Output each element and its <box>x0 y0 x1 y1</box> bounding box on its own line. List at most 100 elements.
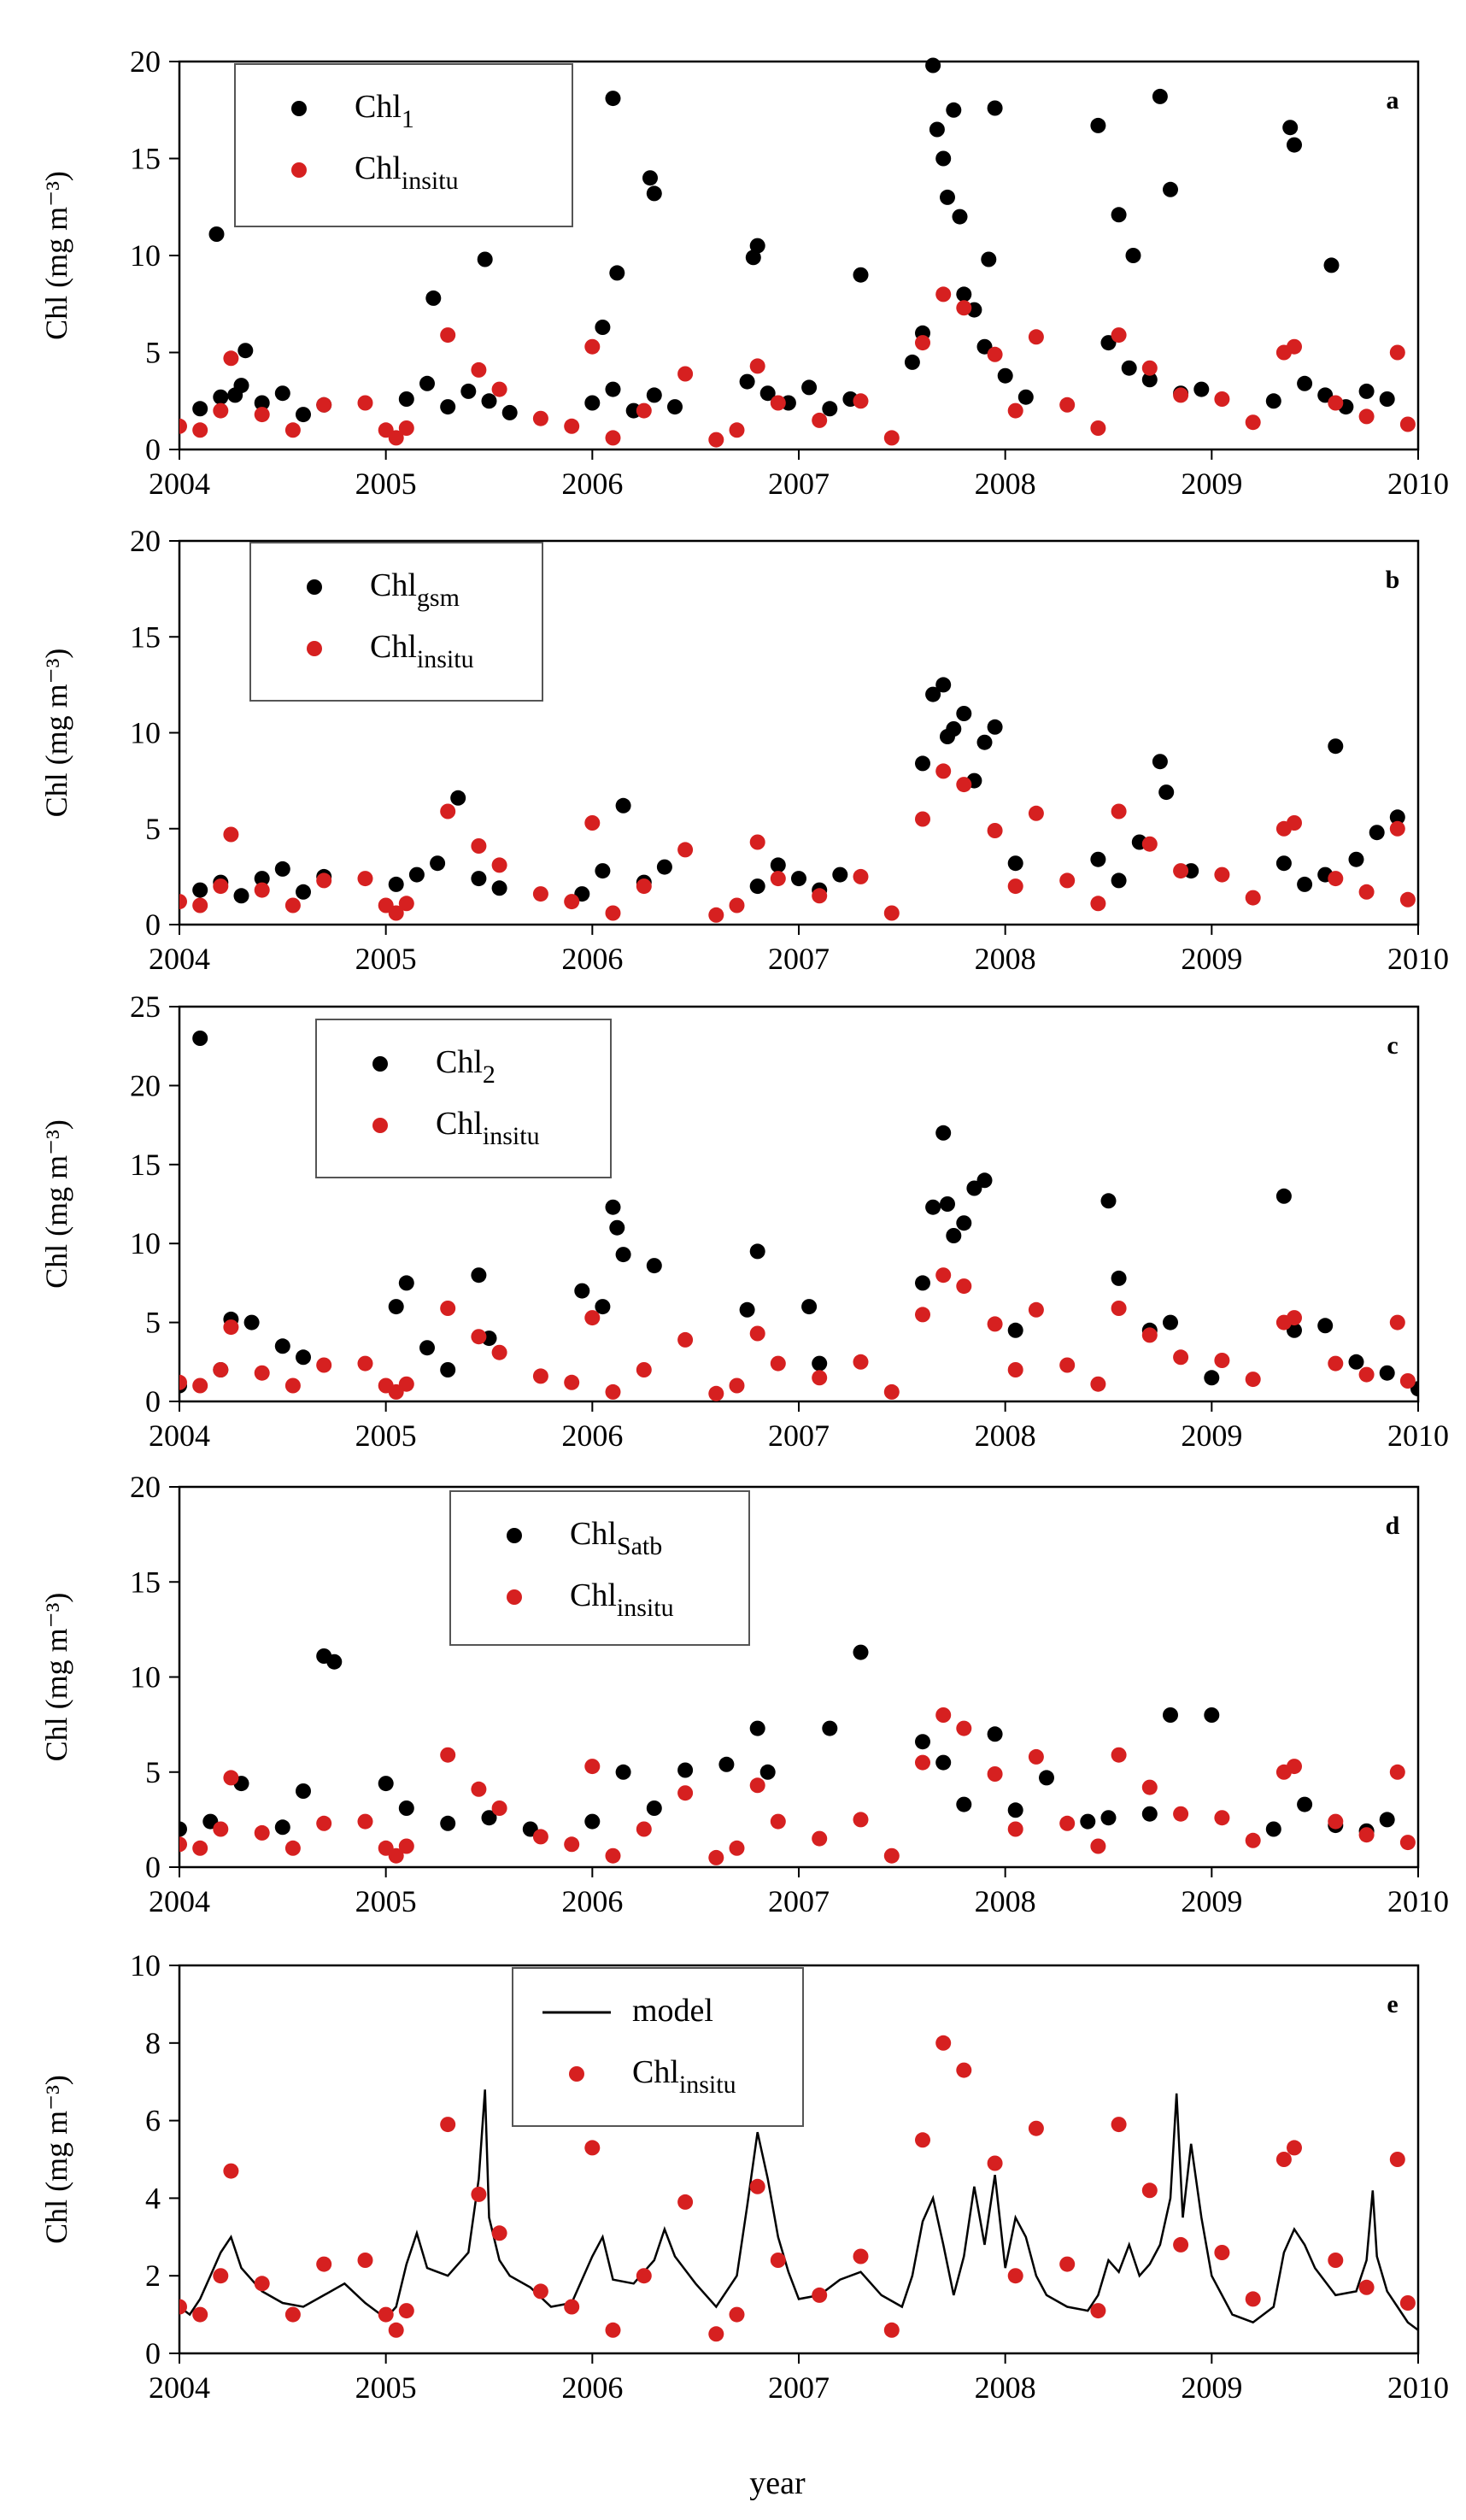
data-point-chl-insitu <box>1141 360 1158 376</box>
data-point-chl-insitu <box>316 397 332 413</box>
data-point-chl-insitu <box>316 872 332 889</box>
data-point-chl-insitu <box>987 2155 1003 2171</box>
legend-dot-marker <box>507 1528 522 1543</box>
data-layer <box>179 677 1416 923</box>
data-point-chl-2 <box>801 1299 818 1315</box>
data-point-chl-insitu <box>1245 414 1261 431</box>
data-point-chl-insitu <box>605 430 621 446</box>
model-line <box>179 2089 1418 2331</box>
data-point-chl-2 <box>398 1275 414 1291</box>
data-point-chl-insitu <box>532 410 548 426</box>
data-point-chl-insitu <box>915 2132 930 2148</box>
data-point-chl-insitu <box>1141 1779 1158 1795</box>
data-point-chl-insitu <box>770 1355 786 1372</box>
data-point-chl-satb <box>646 1800 662 1816</box>
data-point-chl-1 <box>952 209 968 225</box>
y-tick-label: 25 <box>130 990 161 1024</box>
data-point-chl-insitu <box>956 1720 972 1736</box>
data-point-chl-insitu <box>1328 1813 1344 1830</box>
data-point-chl-1 <box>667 399 683 415</box>
data-point-chl-insitu <box>532 1368 548 1384</box>
data-point-chl-insitu <box>935 1707 952 1723</box>
data-point-chl-insitu <box>284 2306 301 2323</box>
data-point-chl-gsm <box>1275 855 1292 872</box>
data-point-chl-2 <box>1379 1365 1395 1381</box>
y-tick-label: 0 <box>145 1384 161 1419</box>
data-point-chl-satb <box>1379 1812 1395 1828</box>
x-tick-label: 2005 <box>355 942 417 976</box>
legend-label-subscript: Satb <box>617 1532 662 1560</box>
data-point-chl-insitu <box>729 1840 745 1856</box>
y-axis-title: Chl (mg m⁻³) <box>39 649 73 818</box>
data-point-chl-2 <box>471 1267 487 1283</box>
data-point-chl-gsm <box>987 719 1003 735</box>
data-point-chl-1 <box>425 290 442 306</box>
data-point-chl-insitu <box>223 826 239 843</box>
y-tick-label: 5 <box>145 336 161 370</box>
data-point-chl-satb <box>749 1720 765 1736</box>
data-point-chl-2 <box>595 1299 611 1315</box>
data-point-chl-insitu <box>179 2299 187 2315</box>
y-tick-label: 0 <box>145 908 161 942</box>
data-point-chl-insitu <box>749 834 765 850</box>
data-point-chl-insitu <box>749 2178 765 2194</box>
data-point-chl-insitu <box>491 1344 507 1360</box>
data-point-chl-insitu <box>532 2283 548 2300</box>
panel-letter: c <box>1387 1031 1398 1060</box>
data-layer <box>179 2035 1418 2342</box>
x-tick-label: 2004 <box>149 942 210 976</box>
data-point-chl-insitu <box>1214 866 1230 883</box>
data-point-chl-insitu <box>708 432 724 448</box>
x-tick-label: 2006 <box>561 1884 623 1918</box>
data-point-chl-2 <box>1007 1322 1023 1338</box>
data-point-chl-insitu <box>1214 2245 1230 2260</box>
data-point-chl-insitu <box>1059 872 1076 889</box>
data-point-chl-insitu <box>1287 815 1302 831</box>
data-point-chl-gsm <box>749 878 765 895</box>
y-tick-label: 0 <box>145 2336 161 2370</box>
x-tick-label: 2008 <box>975 467 1036 501</box>
data-point-chl-insitu <box>388 905 404 921</box>
data-point-chl-insitu <box>677 1785 694 1801</box>
data-point-chl-gsm <box>595 863 611 879</box>
data-point-chl-1 <box>801 379 818 396</box>
data-point-chl-1 <box>1111 207 1127 223</box>
y-tick-label: 20 <box>130 524 161 558</box>
data-point-chl-insitu <box>398 1376 414 1392</box>
data-point-chl-insitu <box>584 1759 601 1775</box>
data-point-chl-insitu <box>584 338 601 355</box>
data-point-chl-1 <box>609 265 625 281</box>
data-point-chl-2 <box>940 1196 955 1212</box>
data-point-chl-insitu <box>605 1847 621 1864</box>
data-point-chl-gsm <box>192 882 208 898</box>
legend-dot-marker <box>307 641 322 656</box>
data-point-chl-insitu <box>605 1383 621 1400</box>
data-point-chl-insitu <box>853 1812 869 1828</box>
data-point-chl-1 <box>1379 391 1395 407</box>
data-point-chl-gsm <box>770 857 786 873</box>
y-axis-title: Chl (mg m⁻³) <box>39 1119 73 1289</box>
data-point-chl-insitu <box>471 1781 487 1797</box>
data-point-chl-insitu <box>213 1821 229 1837</box>
data-point-chl-2 <box>192 1031 208 1046</box>
data-point-chl-1 <box>956 286 972 303</box>
data-point-chl-insitu <box>729 897 745 913</box>
data-point-chl-1 <box>745 250 761 266</box>
data-point-chl-gsm <box>832 866 848 883</box>
panel-b: 0 5 10 15 20 2004 2005 2006 2007 2008 2009 2010 Chl … <box>39 524 1449 976</box>
data-point-chl-insitu <box>388 430 404 446</box>
data-point-chl-insitu <box>179 1374 187 1390</box>
legend-dot-marker <box>507 1589 522 1605</box>
data-point-chl-insitu <box>677 2194 694 2210</box>
data-point-chl-satb <box>677 1762 694 1778</box>
data-point-chl-insitu <box>1328 1355 1344 1372</box>
data-point-chl-gsm <box>615 797 631 814</box>
data-point-chl-insitu <box>853 393 869 409</box>
y-tick-label: 5 <box>145 812 161 846</box>
data-point-chl-insitu <box>636 1821 652 1837</box>
data-point-chl-insitu <box>192 422 208 438</box>
data-point-chl-insitu <box>636 1362 652 1377</box>
